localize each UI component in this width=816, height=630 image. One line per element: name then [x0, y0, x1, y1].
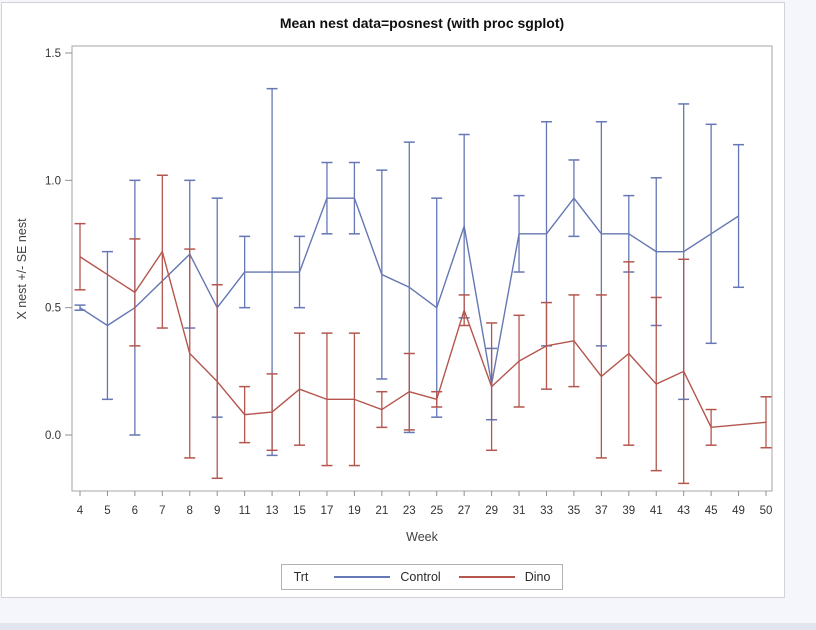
- svg-text:49: 49: [732, 505, 745, 517]
- svg-text:25: 25: [430, 505, 443, 517]
- svg-text:0.0: 0.0: [45, 430, 61, 442]
- svg-text:0.5: 0.5: [45, 303, 61, 315]
- svg-text:1.5: 1.5: [45, 48, 61, 60]
- svg-text:33: 33: [540, 505, 553, 517]
- control-line-sample: [334, 576, 391, 578]
- svg-text:37: 37: [595, 505, 608, 517]
- x-axis-title: Week: [406, 530, 438, 544]
- svg-text:13: 13: [266, 505, 279, 517]
- svg-text:17: 17: [321, 505, 334, 517]
- y-axis-title: X nest +/- SE nest: [15, 218, 29, 320]
- svg-text:4: 4: [77, 505, 84, 517]
- sgplot-graph: Mean nest data=posnest (with proc sgplot…: [1, 2, 785, 598]
- legend-label-dino: Dino: [524, 570, 551, 584]
- svg-text:29: 29: [485, 505, 498, 517]
- legend-title: Trt: [293, 570, 309, 584]
- svg-text:23: 23: [403, 505, 416, 517]
- svg-text:50: 50: [760, 505, 773, 517]
- page-bottom-strip: [0, 623, 816, 630]
- svg-text:27: 27: [458, 505, 471, 517]
- svg-text:21: 21: [375, 505, 388, 517]
- svg-text:6: 6: [132, 505, 138, 517]
- legend: Trt Control Dino: [72, 564, 772, 590]
- svg-text:7: 7: [159, 505, 165, 517]
- plot-area: X nest +/- SE nest 0.00.51.01.54 5 6 7 8 9 11 1…: [15, 45, 773, 517]
- dino-line-sample: [458, 576, 515, 578]
- svg-text:39: 39: [622, 505, 635, 517]
- svg-text:31: 31: [513, 505, 526, 517]
- plot-layer: 0.00.51.01.54 5 6 7 8 9 11 13 15 17 19 21 23 25 27 29 31…: [45, 45, 773, 517]
- svg-text:1.0: 1.0: [45, 175, 61, 187]
- svg-text:11: 11: [239, 505, 251, 517]
- svg-text:35: 35: [568, 505, 581, 517]
- svg-text:15: 15: [293, 505, 306, 517]
- svg-text:41: 41: [650, 505, 663, 517]
- svg-text:8: 8: [187, 505, 193, 517]
- svg-text:45: 45: [705, 505, 718, 517]
- svg-text:43: 43: [677, 505, 690, 517]
- svg-text:5: 5: [104, 505, 110, 517]
- chart-title: Mean nest data=posnest (with proc sgplot…: [279, 15, 565, 31]
- legend-label-control: Control: [400, 570, 441, 584]
- legend-box: Trt Control Dino: [280, 564, 564, 590]
- svg-text:19: 19: [348, 505, 361, 517]
- svg-text:9: 9: [214, 505, 220, 517]
